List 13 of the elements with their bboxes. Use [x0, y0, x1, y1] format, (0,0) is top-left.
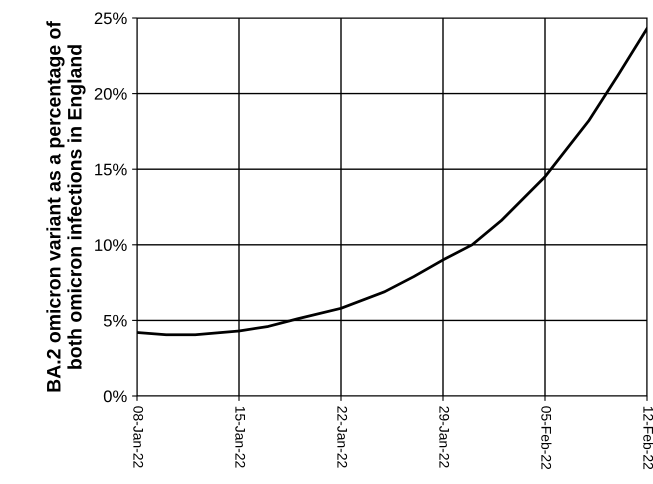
y-tick-label: 20%	[94, 88, 127, 100]
y-tick-label: 15%	[95, 164, 127, 176]
y-tick-label: 25%	[94, 12, 127, 24]
y-tick-label: 0%	[104, 390, 127, 402]
x-tick-label: 12-Feb-22	[643, 406, 653, 470]
x-tick-label: 22-Jan-22	[337, 406, 348, 468]
y-tick-label: 10%	[95, 239, 127, 252]
y-axis-title: BA.2 omicron variant as a percentage of both omicron infections in England	[46, 21, 86, 392]
x-tick-label: 15-Jan-22	[235, 406, 246, 468]
x-tick-label: 05-Feb-22	[541, 406, 552, 470]
y-tick-label: 5%	[104, 314, 127, 327]
x-tick-label: 29-Jan-22	[439, 406, 450, 468]
x-tick-label: 08-Jan-22	[133, 406, 144, 468]
